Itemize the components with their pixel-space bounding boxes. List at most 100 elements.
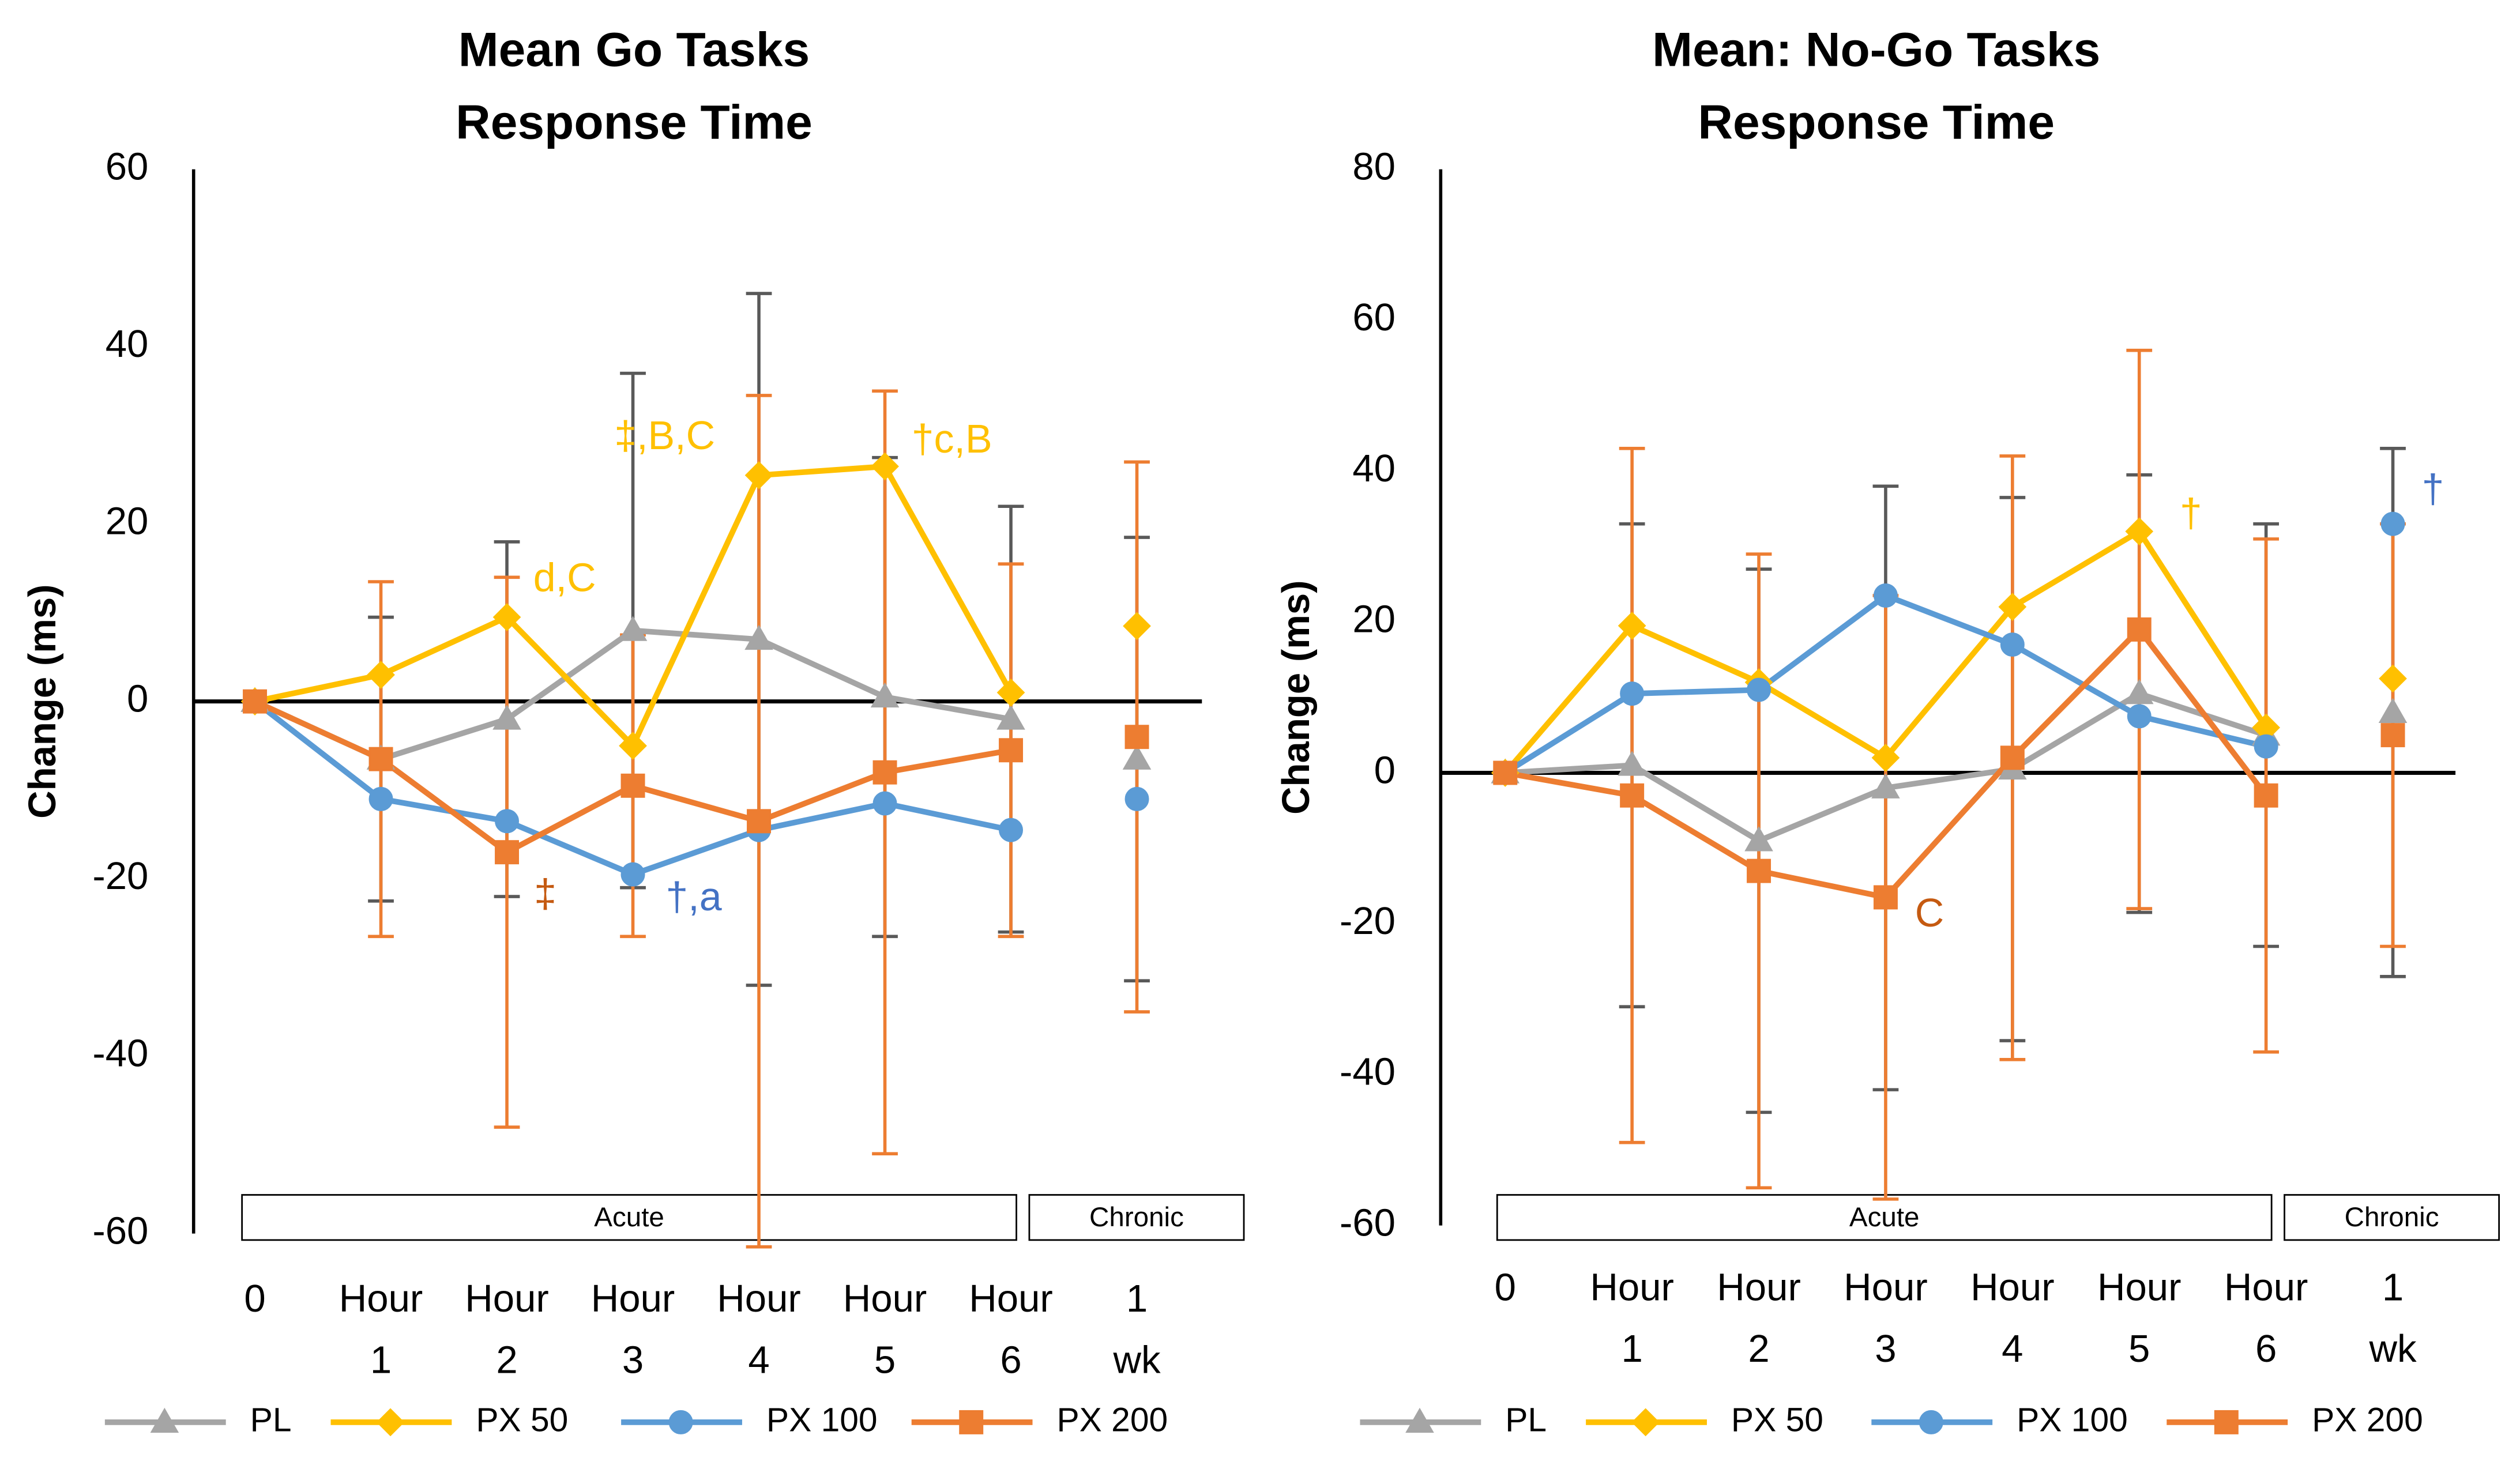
marker: [368, 786, 393, 811]
marker: [1871, 744, 1900, 772]
marker: [959, 1410, 984, 1434]
x-tick-label: Hour 6: [2224, 1265, 2308, 1370]
annotation: d,C: [533, 555, 596, 600]
chart-title: Mean: No-Go Tasks: [1652, 22, 2100, 76]
y-tick-label: 40: [1352, 447, 1396, 490]
marker: [2254, 783, 2278, 808]
group-box: [1496, 1194, 2273, 1241]
marker: [1620, 783, 1645, 808]
marker: [996, 678, 1025, 707]
marker: [1405, 1407, 1434, 1433]
marker: [872, 760, 897, 785]
annotation: C: [1915, 890, 1944, 935]
marker: [1124, 786, 1149, 811]
marker: [1123, 612, 1151, 641]
marker: [2127, 704, 2152, 729]
marker: [2380, 511, 2405, 536]
marker: [872, 791, 897, 816]
chart-title: Response Time: [456, 95, 813, 149]
chart-title: Mean Go Tasks: [458, 22, 810, 76]
annotation: †c,B: [912, 416, 992, 461]
marker: [871, 452, 899, 481]
marker: [2000, 745, 2025, 770]
marker: [996, 705, 1025, 730]
x-tick-label: Hour 5: [2097, 1265, 2182, 1370]
x-tick-label: Hour 1: [1590, 1265, 1674, 1370]
legend-label: PX 100: [2017, 1401, 2128, 1438]
marker: [1747, 677, 1771, 702]
y-axis-title: Change (ms): [1274, 580, 1318, 814]
marker: [1124, 725, 1149, 749]
marker: [2380, 723, 2405, 748]
marker: [2127, 617, 2152, 642]
marker: [619, 732, 647, 760]
y-tick-label: 0: [1374, 748, 1396, 792]
marker: [620, 773, 645, 798]
marker: [620, 862, 645, 887]
marker: [492, 603, 521, 631]
legend-label: PX 50: [1731, 1401, 1823, 1438]
y-tick-label: 20: [106, 500, 149, 543]
x-tick-label: 0: [1495, 1265, 1516, 1309]
marker: [1871, 773, 1900, 798]
y-tick-label: 60: [1352, 296, 1396, 339]
legend-label: PL: [250, 1401, 292, 1438]
chart-title: Response Time: [1698, 95, 2055, 149]
marker: [2214, 1410, 2239, 1434]
y-tick-label: 20: [1352, 598, 1396, 641]
y-tick-label: 80: [1352, 145, 1396, 188]
x-tick-label: Hour 4: [1970, 1265, 2055, 1370]
marker: [1631, 1408, 1660, 1437]
marker: [1493, 760, 1518, 785]
y-tick-label: -60: [92, 1209, 148, 1252]
y-tick-label: 0: [127, 677, 148, 720]
annotation: †: [2180, 490, 2202, 535]
y-tick-label: -40: [1340, 1050, 1396, 1094]
x-tick-label: 0: [244, 1277, 265, 1320]
marker: [744, 624, 773, 650]
marker: [1998, 593, 2027, 621]
group-box: [241, 1194, 1017, 1241]
annotation: ‡: [534, 871, 556, 916]
legend-label: PX 100: [766, 1401, 878, 1438]
marker: [368, 747, 393, 771]
y-axis-title: Change (ms): [21, 584, 64, 818]
marker: [1618, 751, 1646, 776]
marker: [376, 1408, 405, 1437]
marker: [150, 1407, 179, 1433]
marker: [2379, 664, 2407, 693]
x-tick-label: 1 wk: [2369, 1265, 2417, 1370]
marker: [618, 616, 648, 641]
y-tick-label: -20: [92, 854, 148, 898]
annotation: ‡,B,C: [614, 413, 715, 458]
marker: [2000, 632, 2025, 657]
y-tick-label: 60: [106, 145, 149, 188]
marker: [495, 840, 520, 865]
x-tick-label: 1 wk: [1113, 1277, 1161, 1381]
x-tick-label: Hour 3: [591, 1277, 675, 1381]
marker: [492, 705, 521, 730]
x-tick-label: Hour 6: [969, 1277, 1053, 1381]
marker: [2378, 698, 2408, 724]
marker: [2124, 679, 2154, 705]
y-tick-label: 40: [106, 322, 149, 366]
x-tick-label: Hour 2: [1717, 1265, 1801, 1370]
marker: [1122, 744, 1152, 770]
y-tick-label: -40: [92, 1032, 148, 1075]
annotation: †: [2421, 466, 2444, 511]
marker: [870, 682, 900, 708]
marker: [999, 738, 1024, 763]
legend-label: PX 200: [1056, 1401, 1168, 1438]
group-box: [2284, 1194, 2500, 1241]
group-label: Acute: [1849, 1202, 1920, 1233]
group-label: Acute: [594, 1202, 664, 1233]
y-tick-label: -60: [1340, 1201, 1396, 1244]
group-label: Chronic: [2345, 1202, 2439, 1233]
marker: [2125, 517, 2154, 546]
marker: [367, 661, 395, 689]
legend-label: PL: [1505, 1401, 1547, 1438]
annotation: †,a: [665, 874, 721, 919]
marker: [1919, 1410, 1943, 1434]
marker: [2254, 734, 2278, 759]
